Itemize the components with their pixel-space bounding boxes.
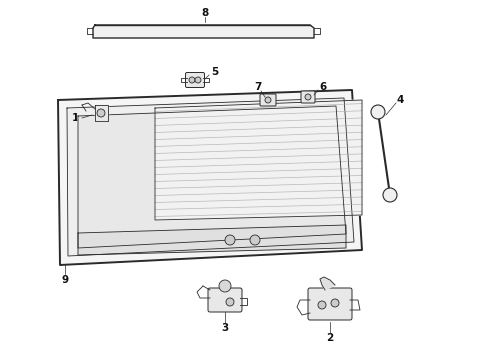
FancyBboxPatch shape — [208, 288, 242, 312]
Text: 1: 1 — [72, 113, 78, 123]
Polygon shape — [58, 90, 362, 265]
Circle shape — [189, 77, 195, 83]
FancyBboxPatch shape — [186, 72, 204, 87]
Circle shape — [250, 235, 260, 245]
Polygon shape — [78, 106, 346, 248]
Polygon shape — [320, 277, 335, 290]
Circle shape — [219, 280, 231, 292]
FancyBboxPatch shape — [308, 288, 352, 320]
Text: 6: 6 — [319, 82, 327, 92]
Text: 2: 2 — [326, 333, 334, 343]
Text: 3: 3 — [221, 323, 229, 333]
Circle shape — [331, 299, 339, 307]
Polygon shape — [67, 98, 354, 256]
Text: 7: 7 — [254, 82, 262, 92]
Circle shape — [383, 188, 397, 202]
Circle shape — [371, 105, 385, 119]
FancyBboxPatch shape — [260, 94, 276, 106]
FancyBboxPatch shape — [301, 91, 315, 103]
Circle shape — [195, 77, 201, 83]
Polygon shape — [95, 105, 108, 121]
Text: 4: 4 — [396, 95, 404, 105]
Circle shape — [265, 97, 271, 103]
Text: 5: 5 — [211, 67, 219, 77]
Polygon shape — [78, 225, 346, 255]
Circle shape — [225, 235, 235, 245]
Circle shape — [226, 298, 234, 306]
Polygon shape — [155, 100, 362, 220]
Circle shape — [97, 109, 105, 117]
Circle shape — [318, 301, 326, 309]
Circle shape — [305, 94, 311, 100]
Polygon shape — [93, 25, 314, 38]
Text: 8: 8 — [201, 8, 209, 18]
Text: 9: 9 — [61, 275, 69, 285]
